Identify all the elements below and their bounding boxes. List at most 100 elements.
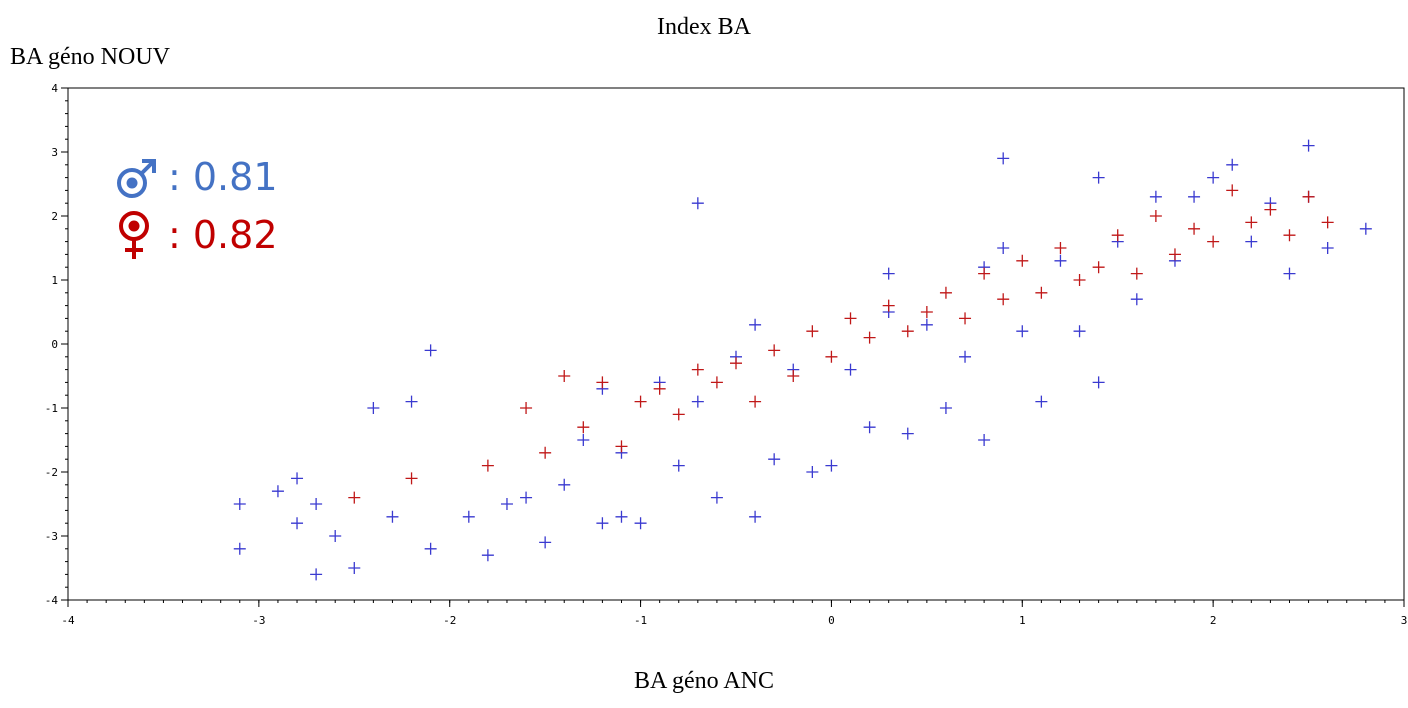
data-point-female: [348, 491, 361, 504]
data-point-male: [1207, 171, 1220, 184]
data-point-female: [749, 395, 762, 408]
data-point-female: [1073, 274, 1086, 286]
data-point-male: [1016, 325, 1029, 338]
data-point-male: [539, 536, 552, 549]
y-tick-label: -2: [45, 466, 58, 479]
data-point-female: [1130, 267, 1143, 280]
data-point-female: [596, 376, 609, 389]
data-point-male: [329, 530, 342, 542]
x-tick-label: 3: [1401, 614, 1408, 627]
data-point-female: [1016, 254, 1029, 267]
data-point-female: [1149, 210, 1162, 222]
x-tick-label: -2: [443, 614, 456, 627]
data-point-female: [1168, 248, 1181, 261]
data-point-male: [1073, 325, 1086, 338]
data-point-male: [1149, 190, 1162, 203]
data-point-male: [233, 542, 246, 555]
data-point-male: [291, 472, 304, 485]
data-point-male: [844, 363, 857, 376]
data-point-male: [1188, 190, 1201, 203]
data-point-male: [1092, 376, 1105, 389]
x-tick-label: 1: [1019, 614, 1026, 627]
data-point-male: [1226, 158, 1239, 171]
data-point-female: [844, 312, 857, 325]
data-point-male: [863, 421, 876, 434]
data-point-male: [481, 549, 494, 562]
x-tick-label: -1: [634, 614, 647, 627]
data-point-male: [424, 542, 437, 555]
legend-item-male: : 0.81: [112, 148, 278, 206]
data-point-female: [882, 299, 895, 312]
data-point-male: [1054, 254, 1067, 267]
data-point-male: [271, 485, 284, 498]
y-axis-label: BA géno NOUV: [10, 44, 170, 70]
data-point-female: [615, 440, 628, 453]
data-point-female: [1188, 222, 1201, 235]
male-symbol-icon: [117, 159, 156, 198]
data-point-female: [539, 446, 552, 459]
x-axis-label: BA géno ANC: [633, 668, 774, 694]
y-axis: -4 -3 -2 -1 0 1 2 3 4: [45, 82, 68, 607]
y-tick-label: 3: [51, 146, 58, 159]
data-point-female: [1092, 261, 1105, 274]
data-point-female: [959, 312, 972, 325]
data-point-female: [1321, 216, 1334, 229]
series-female: [348, 184, 1334, 504]
data-point-female: [939, 286, 952, 299]
data-point-female: [1111, 229, 1124, 242]
y-tick-label: 1: [51, 274, 58, 287]
data-point-female: [710, 376, 723, 389]
data-point-male: [424, 344, 437, 357]
data-point-male: [710, 491, 723, 504]
x-axis: -4 -3 -2 -1 0 1 2 3: [61, 600, 1407, 627]
data-point-male: [500, 498, 513, 510]
data-point-female: [558, 370, 571, 382]
legend-label-male: : 0.81: [168, 155, 278, 199]
data-point-male: [1321, 242, 1334, 254]
data-point-male: [233, 498, 246, 510]
data-point-male: [672, 459, 685, 472]
data-point-female: [1035, 286, 1048, 299]
data-point-male: [806, 466, 819, 478]
data-point-male: [520, 491, 533, 504]
data-point-male: [596, 517, 609, 530]
data-point-male: [577, 434, 590, 446]
data-point-male: [615, 510, 628, 523]
x-tick-label: 0: [828, 614, 835, 627]
data-point-female: [1207, 235, 1220, 248]
data-point-male: [634, 517, 647, 530]
y-tick-label: 0: [51, 338, 58, 351]
data-point-male: [462, 510, 475, 523]
data-point-female: [1302, 190, 1315, 203]
data-point-male: [558, 478, 571, 491]
y-tick-label: 4: [51, 82, 58, 95]
data-points: [233, 139, 1372, 581]
data-point-male: [1130, 293, 1143, 306]
data-point-female: [997, 293, 1010, 306]
data-point-male: [1035, 395, 1048, 408]
data-point-male: [901, 427, 914, 440]
y-tick-label: -1: [45, 402, 58, 415]
data-point-male: [386, 510, 399, 523]
y-tick-label: -4: [45, 594, 59, 607]
data-point-female: [787, 370, 800, 382]
data-point-male: [1245, 235, 1258, 248]
data-point-male: [691, 197, 704, 210]
data-point-female: [691, 363, 704, 376]
data-point-male: [939, 402, 952, 414]
data-point-female: [825, 350, 838, 363]
data-point-female: [806, 325, 819, 338]
data-point-male: [768, 453, 781, 466]
series-male: [233, 139, 1372, 581]
data-point-female: [1226, 184, 1239, 197]
data-point-male: [405, 395, 418, 408]
data-point-female: [863, 331, 876, 344]
x-tick-label: -3: [252, 614, 265, 627]
data-point-male: [691, 395, 704, 408]
data-point-female: [481, 459, 494, 472]
data-point-female: [901, 325, 914, 338]
legend-label-female: : 0.82: [168, 213, 278, 257]
data-point-male: [997, 242, 1010, 254]
data-point-female: [920, 306, 933, 318]
data-point-male: [291, 517, 304, 530]
